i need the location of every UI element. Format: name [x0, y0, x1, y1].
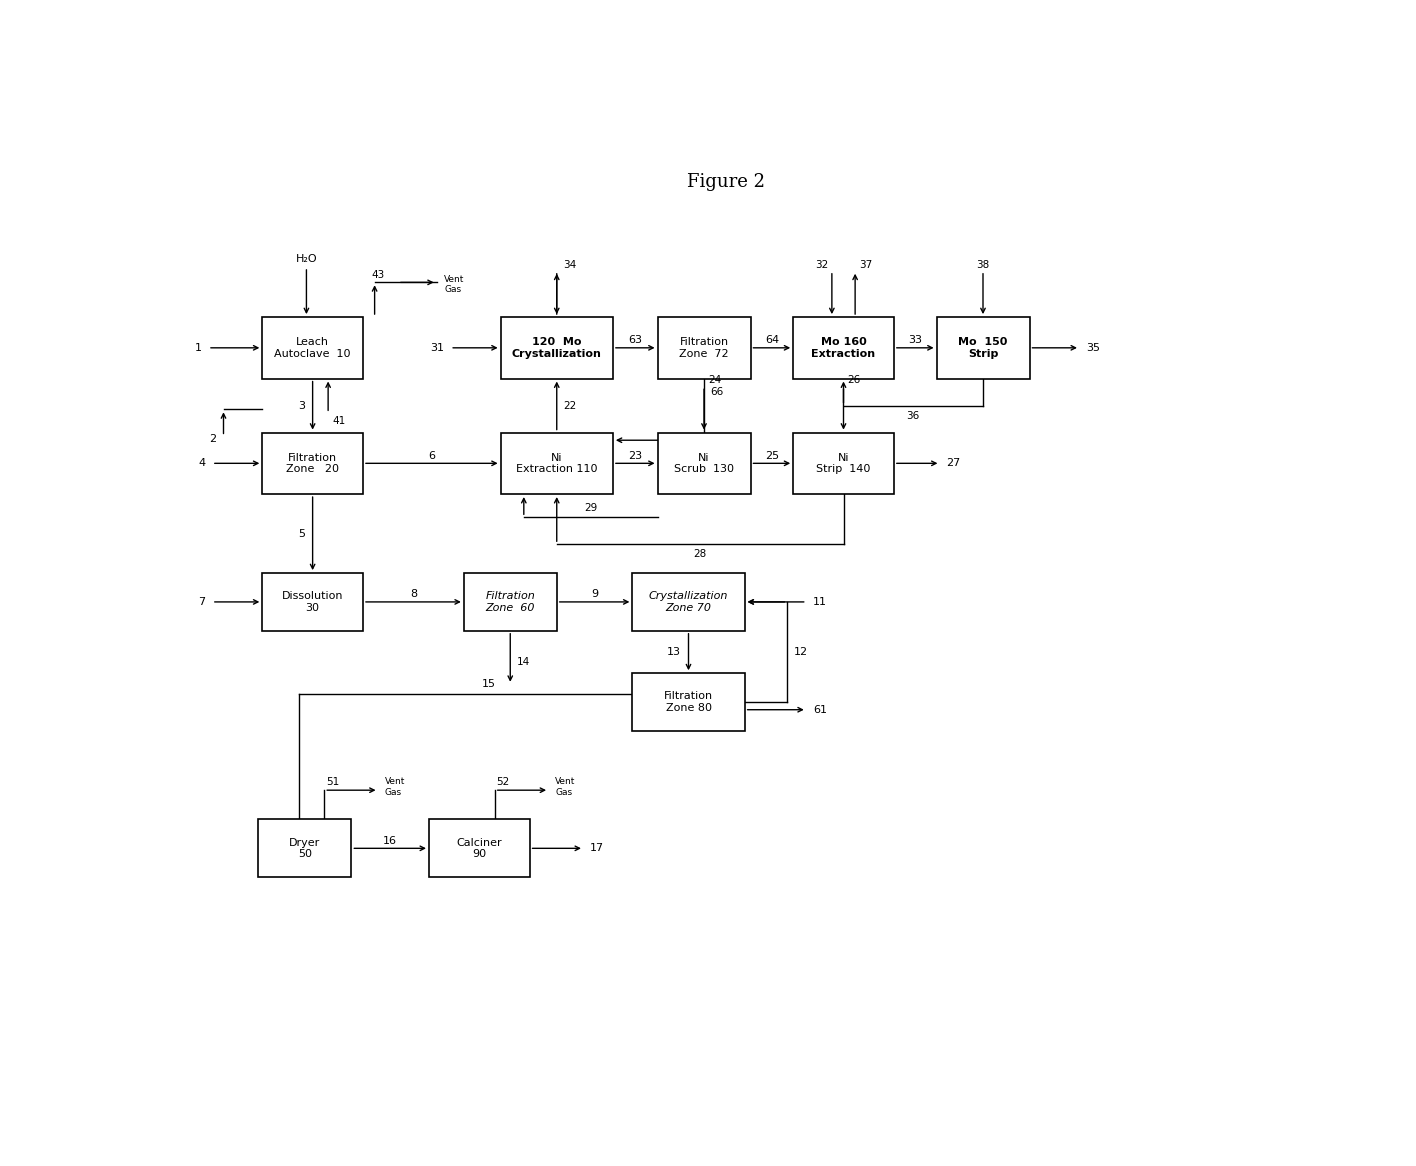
- Text: 120  Mo
Crystallization: 120 Mo Crystallization: [511, 337, 602, 359]
- Text: 43: 43: [372, 269, 385, 280]
- Text: 23: 23: [629, 450, 643, 461]
- Text: 1: 1: [195, 343, 202, 353]
- Text: Dryer
50: Dryer 50: [289, 837, 320, 859]
- Bar: [464, 573, 556, 631]
- Text: 16: 16: [384, 836, 396, 845]
- Bar: [633, 573, 745, 631]
- Text: 28: 28: [694, 549, 707, 560]
- Text: Ni
Scrub  130: Ni Scrub 130: [674, 452, 733, 475]
- Text: 13: 13: [667, 647, 681, 656]
- Text: 4: 4: [198, 458, 205, 469]
- Text: 64: 64: [765, 335, 779, 345]
- Bar: [262, 433, 362, 494]
- Text: 34: 34: [564, 260, 576, 269]
- Text: Vent
Gas: Vent Gas: [555, 778, 575, 796]
- Bar: [501, 317, 613, 379]
- Bar: [793, 317, 893, 379]
- Bar: [262, 317, 362, 379]
- Text: 12: 12: [793, 647, 807, 656]
- Text: Filtration
Zone   20: Filtration Zone 20: [286, 452, 338, 475]
- Bar: [633, 673, 745, 731]
- Bar: [429, 820, 530, 877]
- Bar: [793, 433, 893, 494]
- Text: 15: 15: [481, 680, 496, 689]
- Text: Leach
Autoclave  10: Leach Autoclave 10: [275, 337, 351, 359]
- Text: 6: 6: [428, 450, 435, 461]
- Text: 2: 2: [208, 434, 215, 444]
- Text: 9: 9: [590, 589, 598, 599]
- Text: 11: 11: [813, 597, 827, 607]
- Bar: [258, 820, 351, 877]
- Text: 37: 37: [860, 260, 872, 269]
- Text: 25: 25: [765, 450, 779, 461]
- Text: 27: 27: [946, 458, 961, 469]
- Text: 17: 17: [590, 843, 605, 854]
- Text: 7: 7: [198, 597, 205, 607]
- Text: 31: 31: [430, 343, 445, 353]
- Text: 24: 24: [708, 375, 721, 385]
- Text: 29: 29: [583, 503, 598, 513]
- Text: 3: 3: [297, 401, 304, 410]
- Text: 63: 63: [629, 335, 643, 345]
- Bar: [501, 433, 613, 494]
- Text: 41: 41: [331, 416, 346, 426]
- Text: Crystallization
Zone 70: Crystallization Zone 70: [649, 591, 728, 612]
- Text: 26: 26: [847, 375, 861, 385]
- Text: Filtration
Zone  72: Filtration Zone 72: [680, 337, 729, 359]
- Text: Vent
Gas: Vent Gas: [445, 275, 464, 294]
- Text: Vent
Gas: Vent Gas: [385, 778, 405, 796]
- Text: 61: 61: [813, 704, 827, 715]
- Text: Figure 2: Figure 2: [687, 174, 765, 191]
- Text: Filtration
Zone 80: Filtration Zone 80: [664, 691, 714, 712]
- Text: 52: 52: [496, 778, 510, 787]
- Text: 8: 8: [409, 589, 416, 599]
- Bar: [936, 317, 1029, 379]
- Text: Ni
Strip  140: Ni Strip 140: [816, 452, 871, 475]
- Text: Dissolution
30: Dissolution 30: [282, 591, 343, 612]
- Bar: [657, 317, 750, 379]
- Text: 33: 33: [908, 335, 922, 345]
- Text: Ni
Extraction 110: Ni Extraction 110: [515, 452, 598, 475]
- Text: 66: 66: [711, 387, 724, 398]
- Text: Filtration
Zone  60: Filtration Zone 60: [486, 591, 535, 612]
- Text: Calciner
90: Calciner 90: [456, 837, 503, 859]
- Text: Mo  150
Strip: Mo 150 Strip: [959, 337, 1008, 359]
- Bar: [262, 573, 362, 631]
- Text: 38: 38: [977, 260, 990, 269]
- Text: H₂O: H₂O: [296, 254, 317, 265]
- Bar: [657, 433, 750, 494]
- Text: 35: 35: [1086, 343, 1100, 353]
- Text: 14: 14: [517, 656, 530, 667]
- Text: 36: 36: [906, 410, 920, 421]
- Text: 22: 22: [564, 401, 576, 410]
- Text: Mo 160
Extraction: Mo 160 Extraction: [811, 337, 875, 359]
- Text: 5: 5: [297, 528, 304, 539]
- Text: 32: 32: [814, 260, 828, 269]
- Text: 51: 51: [326, 778, 338, 787]
